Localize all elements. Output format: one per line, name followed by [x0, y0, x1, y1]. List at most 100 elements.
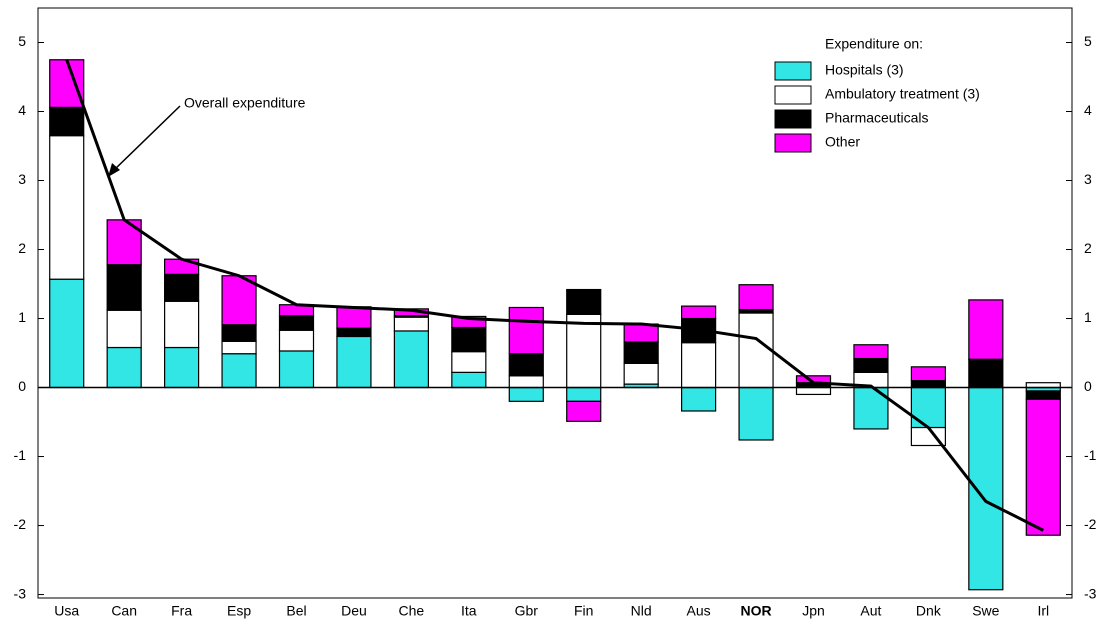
y-tick-label: 5: [18, 33, 26, 49]
bar-segment: [451, 351, 487, 373]
x-tick-label: Irl: [1037, 603, 1049, 619]
bar-segment: [853, 344, 889, 360]
legend-swatch: [774, 85, 812, 105]
bar-segment: [106, 309, 142, 349]
bar-segment: [623, 362, 659, 385]
annotation: Overall expenditure: [184, 95, 306, 111]
x-tick-label: Jpn: [802, 603, 825, 619]
x-tick-label: Swe: [972, 603, 999, 619]
bar-segment: [968, 299, 1004, 360]
bar-segment: [221, 275, 257, 326]
x-tick-label: Dnk: [916, 603, 942, 619]
bar-segment: [221, 324, 257, 342]
bar-segment: [508, 386, 544, 402]
bar-segment: [623, 341, 659, 364]
y2-tick-label: 0: [1084, 378, 1092, 394]
bar-segment: [106, 346, 142, 389]
bar-segment: [393, 316, 429, 332]
x-tick-label: Usa: [54, 603, 79, 619]
bar-segment: [968, 358, 1004, 389]
x-tick-label: Che: [399, 603, 425, 619]
bar-segment: [681, 305, 717, 320]
bar-segment: [1025, 398, 1061, 536]
x-tick-label: Fin: [574, 603, 593, 619]
bar-segment: [508, 306, 544, 355]
y-tick-label: 2: [18, 240, 26, 256]
y2-tick-label: -2: [1084, 516, 1097, 532]
bar-segment: [278, 315, 315, 331]
x-tick-label: Bel: [286, 603, 306, 619]
bar-segment: [566, 400, 602, 422]
y2-tick-label: 2: [1084, 240, 1092, 256]
bar-segment: [221, 340, 257, 355]
legend-swatch: [774, 109, 812, 129]
bar-segment: [681, 386, 717, 412]
bar-segment: [451, 326, 487, 353]
y-tick-label: 4: [18, 102, 26, 118]
y2-tick-label: -3: [1084, 585, 1097, 601]
y-tick-label: -1: [14, 447, 27, 463]
bar-segment: [451, 371, 487, 389]
y-tick-label: 1: [18, 309, 26, 325]
bar-segment: [49, 135, 85, 280]
bar-segment: [278, 329, 315, 352]
bar-segment: [49, 106, 85, 137]
bar-segment: [278, 350, 315, 389]
x-tick-label: Aut: [860, 603, 881, 619]
legend-label: Hospitals (3): [825, 62, 904, 78]
bar-segment: [336, 327, 372, 338]
bar-segment: [508, 375, 544, 389]
x-tick-label: Ita: [461, 603, 477, 619]
bar-segment: [566, 288, 602, 315]
bar-segment: [738, 284, 774, 311]
bar-segment: [164, 273, 200, 302]
y-tick-label: 0: [18, 378, 26, 394]
bar-segment: [795, 386, 832, 396]
y2-tick-label: -1: [1084, 447, 1097, 463]
bar-segment: [164, 346, 200, 389]
legend-swatch: [774, 61, 812, 81]
bar-segment: [566, 386, 602, 402]
bar-segment: [106, 264, 142, 311]
x-tick-label: Esp: [227, 603, 251, 619]
y2-tick-label: 3: [1084, 171, 1092, 187]
bar-segment: [910, 366, 946, 382]
bar-segment: [336, 335, 372, 389]
x-tick-label: Can: [111, 603, 137, 619]
bar-segment: [508, 353, 544, 377]
bar-segment: [910, 386, 946, 429]
annotation-arrow: [111, 105, 181, 173]
bar-segment: [968, 386, 1004, 591]
x-tick-label: Gbr: [515, 603, 539, 619]
x-tick-label: Nld: [631, 603, 652, 619]
legend-label: Pharmaceuticals: [825, 110, 929, 126]
x-tick-label: Aus: [687, 603, 711, 619]
bar-segment: [336, 306, 372, 329]
y-tick-label: -3: [14, 585, 27, 601]
overall-line: [65, 59, 1044, 532]
y2-tick-label: 4: [1084, 102, 1092, 118]
y2-tick-label: 1: [1084, 309, 1092, 325]
y-tick-label: 3: [18, 171, 26, 187]
bar-segment: [221, 353, 257, 389]
bar-segment: [393, 330, 429, 389]
bar-segment: [681, 342, 717, 389]
bar-segment: [164, 300, 200, 349]
bar-segment: [738, 386, 774, 441]
bar-segment: [566, 313, 602, 389]
legend-label: Ambulatory treatment (3): [825, 86, 980, 102]
bar-segment: [738, 312, 774, 389]
plot-frame: [37, 7, 1073, 599]
legend-title: Expenditure on:: [825, 36, 923, 52]
x-tick-label: Fra: [171, 603, 192, 619]
bar-segment: [910, 380, 946, 389]
legend-swatch: [774, 133, 812, 153]
bar-segment: [451, 315, 487, 329]
bar-segment: [853, 357, 889, 373]
legend-label: Other: [825, 134, 860, 150]
bar-segment: [623, 323, 659, 343]
x-tick-label: Deu: [341, 603, 367, 619]
y2-tick-label: 5: [1084, 33, 1092, 49]
bar-segment: [1025, 390, 1061, 400]
x-tick-label: NOR: [740, 603, 771, 619]
